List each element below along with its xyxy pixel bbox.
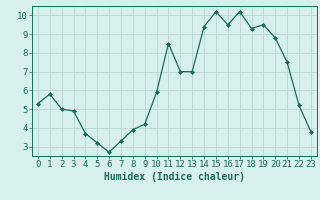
X-axis label: Humidex (Indice chaleur): Humidex (Indice chaleur) [104, 172, 245, 182]
